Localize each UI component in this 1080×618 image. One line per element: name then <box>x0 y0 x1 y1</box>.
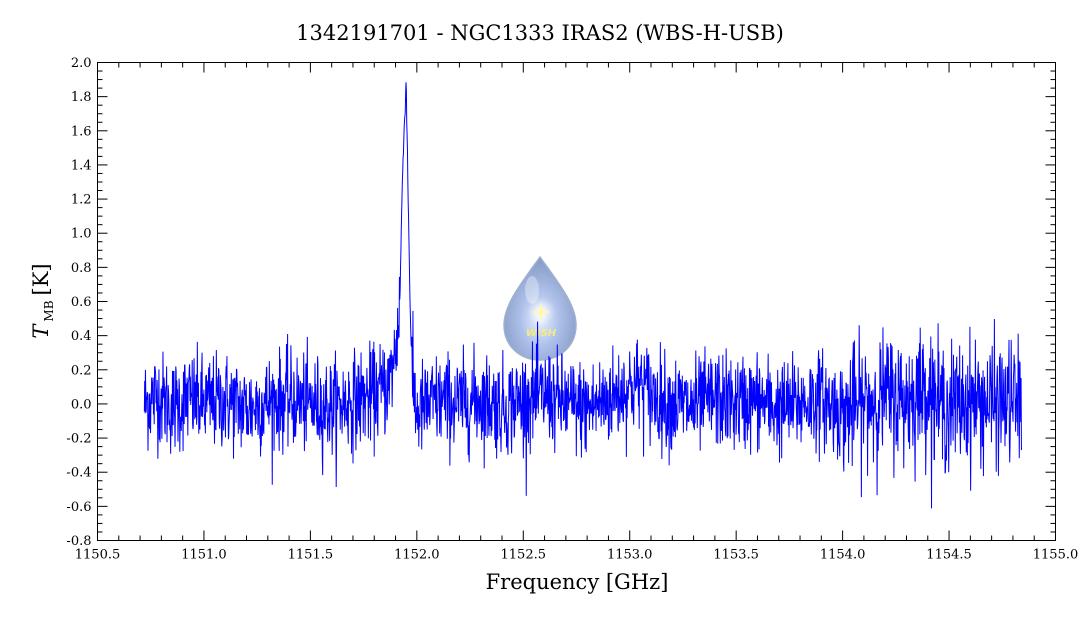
svg-text:TMB[K]: T MB [K] <box>29 263 56 338</box>
y-tick-label: 1.6 <box>71 124 92 139</box>
y-tick-label: 1.2 <box>71 193 92 208</box>
x-tick-label: 1153.5 <box>713 548 759 563</box>
y-tick-label: 0.2 <box>71 363 92 378</box>
y-axis-label-unit: [K] <box>29 263 53 295</box>
y-tick-label: -0.8 <box>66 534 91 549</box>
x-tick-label: 1150.5 <box>75 548 121 563</box>
x-tick-label: 1152.0 <box>394 548 440 563</box>
logo-text: WISH <box>526 328 557 339</box>
x-tick-label: 1154.5 <box>926 548 972 563</box>
y-axis-label: T MB [K] <box>29 263 56 338</box>
x-tick-label: 1153.0 <box>607 548 653 563</box>
x-tick-label: 1152.5 <box>501 548 547 563</box>
y-tick-label: -0.2 <box>66 432 91 447</box>
y-tick-label: -0.4 <box>66 466 91 481</box>
y-tick-label: -0.6 <box>66 500 91 515</box>
plot-frame <box>97 62 1056 541</box>
x-tick-label: 1155.0 <box>1033 548 1079 563</box>
y-axis-label-symbol: T <box>29 323 53 339</box>
x-tick-label: 1151.0 <box>181 548 227 563</box>
y-tick-label: 1.4 <box>71 158 92 173</box>
y-tick-label: 0.0 <box>71 397 92 412</box>
y-tick-label: 2.0 <box>71 56 92 71</box>
y-tick-label: 0.4 <box>71 329 92 344</box>
y-tick-label: 1.8 <box>71 90 92 105</box>
y-axis-label-subscript: MB <box>42 300 56 321</box>
x-axis-label: Frequency [GHz] <box>486 570 669 594</box>
spectrum-layer <box>143 82 1022 509</box>
x-tick-label: 1151.5 <box>288 548 334 563</box>
x-axis: 1150.5 1151.0 1151.5 1152.0 1152.5 1153.0 1153… <box>75 62 1079 563</box>
y-tick-label: 0.8 <box>71 261 92 276</box>
y-axis: -0.8 -0.6 -0.4 -0.2 0.0 0.2 0.4 0.6 0.8 1.0 1.2 1.4… <box>66 56 1056 549</box>
y-tick-label: 0.6 <box>71 295 92 310</box>
spectrum-line <box>143 82 1022 509</box>
x-tick-label: 1154.0 <box>820 548 866 563</box>
y-tick-label: 1.0 <box>71 227 92 242</box>
wish-logo: WISH <box>503 255 577 361</box>
chart-title: 1342191701 - NGC1333 IRAS2 (WBS-H-USB) <box>296 21 784 45</box>
